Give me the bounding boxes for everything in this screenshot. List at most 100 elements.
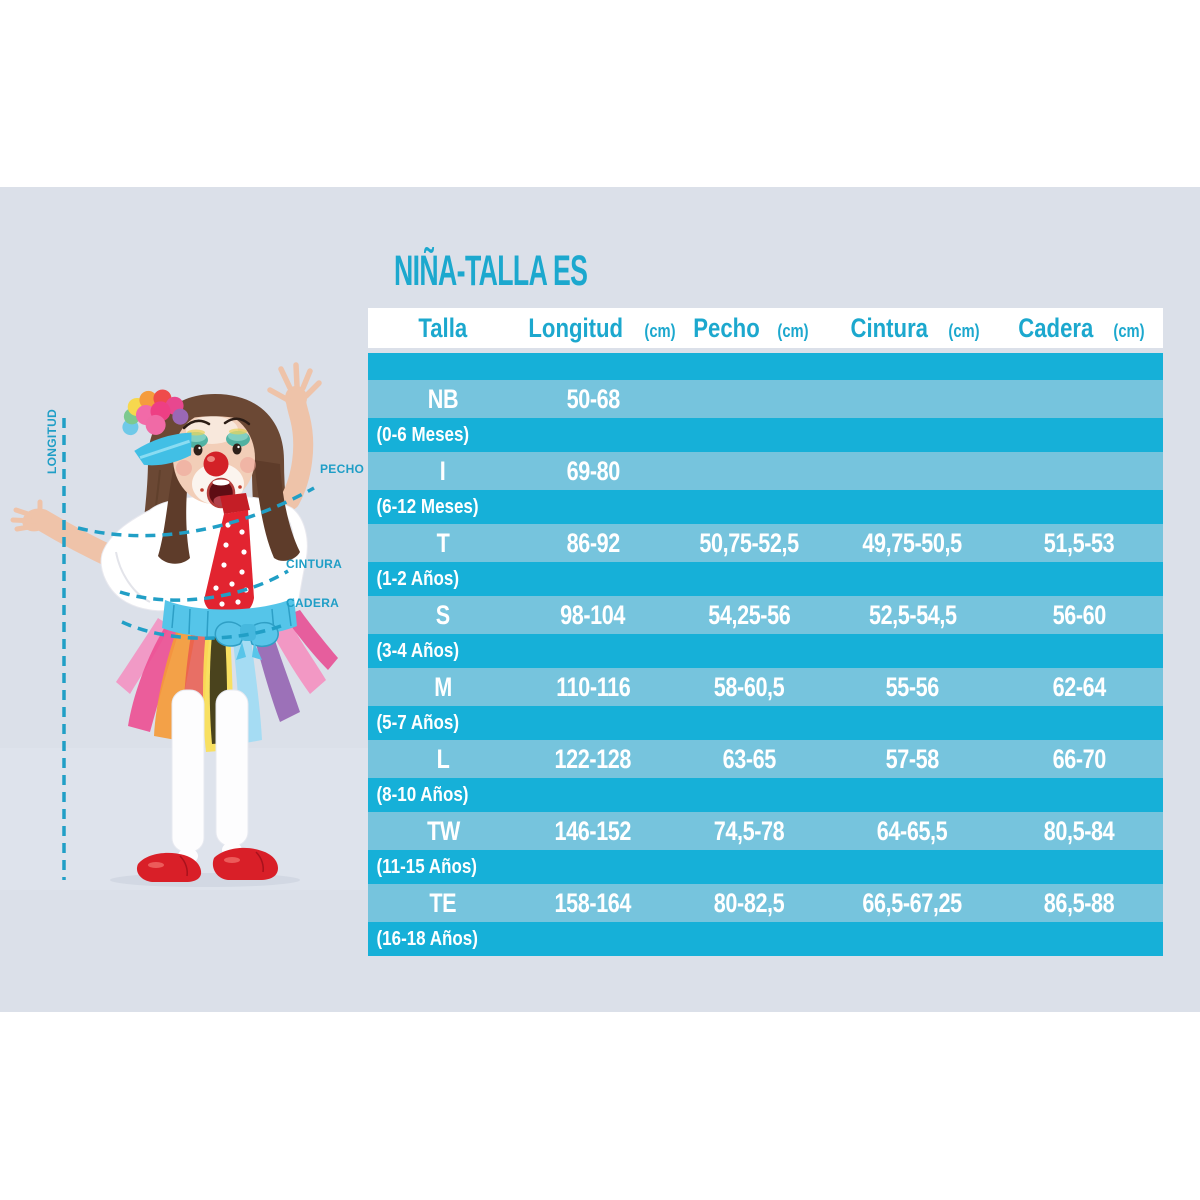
pecho-value-cell: 54,25-56 xyxy=(668,600,830,631)
size-code-cell: M xyxy=(368,672,518,703)
right-arm xyxy=(267,362,322,510)
size-code-cell: TE xyxy=(368,888,518,919)
column-header-label: Cintura xyxy=(850,312,929,343)
age-range-label: (8-10 Años) xyxy=(376,783,469,806)
column-header-label: Pecho xyxy=(693,312,760,343)
pecho-value-cell: 63-65 xyxy=(668,744,830,775)
age-range-label: (6-12 Meses) xyxy=(376,495,479,518)
clown-nose xyxy=(203,451,229,477)
clown-hat xyxy=(122,389,192,466)
age-row-S: (3-4 Años) xyxy=(368,634,1163,668)
longitud-value-cell: 98-104 xyxy=(518,600,668,631)
cell-text: 98-104 xyxy=(560,599,626,630)
column-header-talla: Talla xyxy=(368,313,518,344)
cintura-value-cell: 49,75-50,5 xyxy=(830,528,995,559)
size-row-L: L 122-128 63-65 57-58 66-70 xyxy=(368,740,1163,778)
girl-clown-illustration xyxy=(10,362,338,882)
column-header-label: Longitud xyxy=(528,312,624,343)
column-header-longitud: Longitud (cm) xyxy=(518,312,675,344)
cell-text: 64-65,5 xyxy=(877,815,948,846)
cintura-value-cell: 57-58 xyxy=(830,744,995,775)
cadera-value-cell: 56-60 xyxy=(995,600,1163,631)
cell-text: 50-68 xyxy=(566,383,620,414)
pecho-value-cell: 58-60,5 xyxy=(668,672,830,703)
cell-text: 57-58 xyxy=(885,743,940,774)
waist-bow xyxy=(214,621,279,660)
longitud-value-cell: 122-128 xyxy=(518,744,668,775)
cell-text: 52,5-54,5 xyxy=(868,599,957,630)
longitud-value-cell: 69-80 xyxy=(518,456,668,487)
age-row-TE: (16-18 Años) xyxy=(368,922,1163,956)
cell-text: NB xyxy=(427,383,459,414)
size-guide-figure: LONGITUD PECHO CINTURA CADERA xyxy=(0,362,370,890)
pecho-value-cell: 74,5-78 xyxy=(668,816,830,847)
size-row-T: T 86-92 50,75-52,5 49,75-50,5 51,5-53 xyxy=(368,524,1163,562)
cadera-value-cell: 86,5-88 xyxy=(995,888,1163,919)
cell-text: M xyxy=(434,671,452,702)
size-chart-table: Talla Longitud (cm) Pecho (cm) Cintura (cm)… xyxy=(368,308,1163,956)
age-row-L: (8-10 Años) xyxy=(368,778,1163,812)
cintura-line xyxy=(119,569,289,602)
size-table-body: NB 50-68 (0-6 Meses) I 69-80 (6-12 Meses) T 86-… xyxy=(368,353,1163,956)
cadera-value-cell xyxy=(995,456,1163,487)
size-code-cell: T xyxy=(368,528,518,559)
eyebrows xyxy=(182,417,251,430)
age-row-TW: (11-15 Años) xyxy=(368,850,1163,884)
rainbow-tutu xyxy=(116,598,338,752)
table-top-band xyxy=(368,353,1163,380)
age-row-I: (6-12 Meses) xyxy=(368,490,1163,524)
cintura-value-cell: 66,5-67,25 xyxy=(830,888,995,919)
size-code-cell: I xyxy=(368,456,518,487)
cell-text: 62-64 xyxy=(1052,671,1106,702)
pecho-line xyxy=(77,486,315,538)
cell-text: L xyxy=(436,743,450,774)
cell-text: I xyxy=(440,455,446,486)
cell-text: TE xyxy=(429,887,457,918)
size-code-cell: TW xyxy=(368,816,518,847)
pecho-value-cell xyxy=(668,456,830,487)
cell-text: 55-56 xyxy=(885,671,940,702)
age-range-label: (3-4 Años) xyxy=(376,639,459,662)
cell-text: T xyxy=(436,527,450,558)
pecho-value-cell xyxy=(668,384,830,415)
column-header-unit: (cm) xyxy=(777,320,809,341)
cintura-label: CINTURA xyxy=(286,557,342,571)
size-code-cell: S xyxy=(368,600,518,631)
size-row-I: I 69-80 xyxy=(368,452,1163,490)
cintura-value-cell: 55-56 xyxy=(830,672,995,703)
longitud-value-cell: 158-164 xyxy=(518,888,668,919)
cell-text: 146-152 xyxy=(554,815,632,846)
longitud-value-cell: 50-68 xyxy=(518,384,668,415)
cadera-label: CADERA xyxy=(286,596,339,610)
cell-text: 110-116 xyxy=(555,671,631,702)
red-shoes xyxy=(136,847,278,882)
size-code-cell: L xyxy=(368,744,518,775)
column-header-cadera: Cadera (cm) xyxy=(995,313,1163,344)
age-range-label: (1-2 Años) xyxy=(376,567,459,590)
size-row-S: S 98-104 54,25-56 52,5-54,5 56-60 xyxy=(368,596,1163,634)
cell-text: 69-80 xyxy=(566,455,620,486)
age-range-label: (0-6 Meses) xyxy=(376,423,470,446)
size-row-TE: TE 158-164 80-82,5 66,5-67,25 86,5-88 xyxy=(368,884,1163,922)
hair-front-right xyxy=(254,460,300,561)
cell-text: 74,5-78 xyxy=(713,815,785,846)
age-row-M: (5-7 Años) xyxy=(368,706,1163,740)
age-range-label: (11-15 Años) xyxy=(376,855,477,878)
cell-text: 49,75-50,5 xyxy=(862,527,963,558)
size-row-NB: NB 50-68 xyxy=(368,380,1163,418)
cell-text: 66,5-67,25 xyxy=(862,887,963,918)
longitud-value-cell: 110-116 xyxy=(518,672,668,703)
age-range-label: (5-7 Años) xyxy=(376,711,459,734)
left-hand-fingers xyxy=(10,499,43,532)
column-header-label: Talla xyxy=(418,312,468,343)
cell-text: 80,5-84 xyxy=(1043,815,1115,846)
cell-text: 54,25-56 xyxy=(707,599,791,630)
cintura-value-cell xyxy=(830,456,995,487)
age-range-label: (16-18 Años) xyxy=(376,927,478,950)
cell-text: 158-164 xyxy=(554,887,632,918)
cintura-value-cell: 52,5-54,5 xyxy=(830,600,995,631)
cell-text: 122-128 xyxy=(554,743,632,774)
cell-text: 50,75-52,5 xyxy=(699,527,799,558)
page-title: NIÑA-TALLA ES xyxy=(394,247,706,295)
right-eye xyxy=(232,443,242,455)
